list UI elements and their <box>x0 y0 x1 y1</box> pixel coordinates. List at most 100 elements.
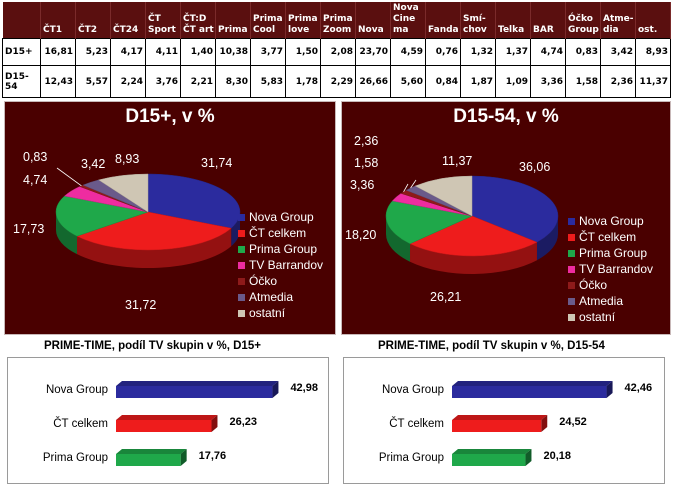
legend-swatch <box>568 249 575 257</box>
table-row: D15+ 16,81 5,23 4,17 4,11 1,40 10,38 3,77 1,50 2,… <box>2 37 671 67</box>
pie-value-label-ocko: 1,58 <box>354 156 379 170</box>
pie-chart-d15: D15+, v % Nova Group ČT celkem Prima Group… <box>4 101 336 335</box>
legend-swatch <box>238 229 245 237</box>
bar-ct-celkem <box>116 420 212 432</box>
legend-label: ČT celkem <box>579 230 637 244</box>
table-cell: 26,66 <box>355 65 391 98</box>
legend-item-ct-celkem: ČT celkem <box>238 225 323 241</box>
bar-end-ct-celkem <box>211 415 218 432</box>
table-cell: 1,50 <box>285 37 321 67</box>
column-header-ocko-group: Óčko Group <box>565 2 601 39</box>
table-cell: 1,37 <box>495 37 531 67</box>
legend-swatch <box>568 217 575 225</box>
bar-chart-d15-54: Nova Group 42,46 ČT celkem 24,52 Prima Group… <box>343 357 665 484</box>
legend-swatch <box>568 297 575 305</box>
legend-label: ČT celkem <box>249 226 307 240</box>
table-cell: 5,83 <box>250 65 286 98</box>
bar-end-prima-group <box>180 449 187 466</box>
row-label: D15-54 <box>2 65 41 98</box>
table-cell: 1,87 <box>460 65 496 98</box>
bar-prima-group <box>452 454 526 466</box>
bar-value-label: 42,46 <box>624 382 653 394</box>
share-table: ČT1 ČT2 ČT24 ČT Sport ČT:D ČT art Prima Prima … <box>2 2 671 98</box>
table-cell: 0,76 <box>425 37 461 67</box>
table-cell: 2,36 <box>600 65 636 98</box>
legend-label: Óčko <box>249 274 278 288</box>
table-cell: 1,09 <box>495 65 531 98</box>
table-cell: 1,78 <box>285 65 321 98</box>
column-header-bar: BAR <box>530 2 566 39</box>
column-header-ost: ost. <box>635 2 671 39</box>
table-cell: 2,29 <box>320 65 356 98</box>
table-cell: 5,57 <box>75 65 111 98</box>
bar-end-nova-group <box>272 381 279 398</box>
table-cell: 16,81 <box>40 37 76 67</box>
bar-top-prima-group <box>452 449 532 454</box>
legend-swatch <box>568 281 575 289</box>
table-cell: 1,32 <box>460 37 496 67</box>
pie-slice-ostatni <box>414 175 473 217</box>
table-cell: 2,21 <box>180 65 216 98</box>
table-cell: 1,40 <box>180 37 216 67</box>
pie-title-d15: D15+, v % <box>125 106 215 127</box>
pie-value-label-prima-group: 17,73 <box>13 222 45 236</box>
bar-ct-celkem <box>452 420 542 432</box>
legend-item-prima-group: Prima Group <box>238 241 323 257</box>
bar-end-nova-group <box>606 381 613 398</box>
bar-svg-d15 <box>116 381 279 466</box>
column-header-fanda: Fanda <box>425 2 461 39</box>
pie-leader-line <box>403 183 409 192</box>
column-header-ct2: ČT2 <box>75 2 111 39</box>
pie-legend-d15: Nova Group ČT celkem Prima Group TV Barrand… <box>238 209 323 321</box>
table-cell: 3,77 <box>250 37 286 67</box>
pie-value-label-nova-group: 36,06 <box>519 160 551 174</box>
pie-value-label-atmedia: 2,36 <box>354 134 379 148</box>
table-cell: 0,83 <box>565 37 601 67</box>
bar-top-nova-group <box>116 381 279 386</box>
table-cell: 4,11 <box>145 37 181 67</box>
pie-title-d15-54: D15-54, v % <box>453 106 559 127</box>
legend-swatch <box>238 309 245 317</box>
pie-value-label-nova-group: 31,74 <box>201 156 233 170</box>
table-cell: 5,60 <box>390 65 426 98</box>
legend-item-ocko: Óčko <box>568 277 653 293</box>
column-header-prima: Prima <box>215 2 251 39</box>
legend-item-nova-group: Nova Group <box>238 209 323 225</box>
pie-value-label-prima-group: 18,20 <box>345 228 377 242</box>
pie-leader-line <box>56 167 82 187</box>
bar-category-label: ČT celkem <box>53 418 108 430</box>
pie-slice-prima-group <box>55 195 149 237</box>
table-cell: 11,37 <box>635 65 671 98</box>
pie-value-label-ocko: 0,83 <box>23 150 48 164</box>
bar-nova-group <box>116 386 273 398</box>
legend-swatch <box>238 277 245 285</box>
legend-item-atmedia: Atmedia <box>568 293 653 309</box>
bar-top-ct-celkem <box>116 415 218 420</box>
bar-top-prima-group <box>116 449 187 454</box>
column-header-nova: Nova <box>355 2 391 39</box>
bar-title-d15-54: PRIME-TIME, podíl TV skupin v %, D15-54 <box>378 340 605 352</box>
bar-category-label: Nova Group <box>45 384 108 396</box>
pie-slice-ct-celkem <box>76 211 232 251</box>
table-cell: 2,24 <box>110 65 146 98</box>
legend-item-ocko: Óčko <box>238 273 323 289</box>
legend-item-atmedia: Atmedia <box>238 289 323 305</box>
table-header-row: ČT1 ČT2 ČT24 ČT Sport ČT:D ČT art Prima Prima … <box>2 2 671 39</box>
legend-label: Atmedia <box>249 290 294 304</box>
legend-item-nova-group: Nova Group <box>568 213 653 229</box>
legend-item-ct-celkem: ČT celkem <box>568 229 653 245</box>
pie-slice-ostatni <box>98 173 149 213</box>
legend-label: ostatní <box>579 310 616 324</box>
bar-nova-group <box>452 386 607 398</box>
table-cell: 4,59 <box>390 37 426 67</box>
legend-label: TV Barrandov <box>579 262 654 276</box>
column-header-nova-cine-ma: Nova Cine ma <box>390 2 426 39</box>
pie-side-prima-group <box>56 212 78 255</box>
legend-swatch <box>568 265 575 273</box>
pie-side-ct-celkem <box>77 228 232 268</box>
table-corner <box>2 2 41 39</box>
pie-value-label-ostatni: 11,37 <box>442 154 473 168</box>
column-header-atme-dia: Atme- dia <box>600 2 636 39</box>
bar-value-label: 42,98 <box>290 382 318 394</box>
pie-value-label-ct-celkem: 31,72 <box>125 298 157 312</box>
